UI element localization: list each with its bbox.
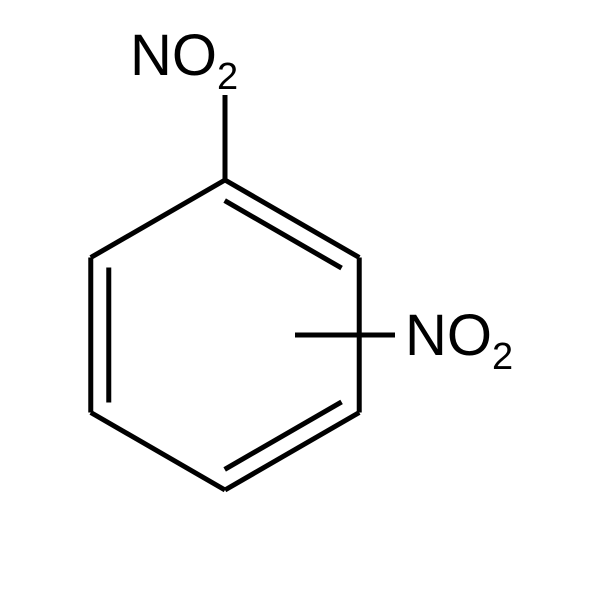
ring-bond: [91, 413, 225, 491]
ring-bond: [91, 180, 225, 258]
ring-bond: [225, 413, 359, 491]
molecule-diagram: NO2 NO2: [0, 0, 600, 600]
ring-bond: [225, 180, 359, 258]
substituent-label: NO2: [130, 23, 238, 98]
substituent-label: NO2: [405, 303, 513, 378]
